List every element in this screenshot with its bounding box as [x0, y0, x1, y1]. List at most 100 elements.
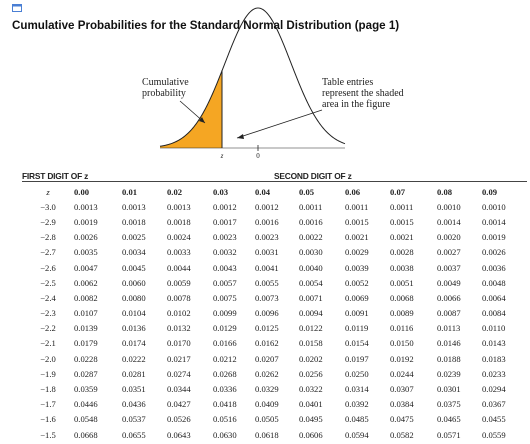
probability-cell: 0.0023 [255, 232, 279, 243]
z-value: −2.3 [40, 308, 56, 319]
probability-cell: 0.0559 [482, 429, 506, 440]
column-header: 0.07 [390, 186, 406, 197]
probability-cell: 0.0013 [74, 201, 98, 212]
left-caption-line-1: Cumulative [142, 77, 189, 88]
probability-cell: 0.0418 [213, 399, 237, 410]
probability-cell: 0.0582 [390, 429, 414, 440]
probability-cell: 0.0174 [122, 338, 146, 349]
probability-cell: 0.0044 [167, 262, 191, 273]
normal-distribution-figure: z 0 [159, 7, 346, 160]
probability-cell: 0.0281 [122, 368, 146, 379]
window-icon[interactable] [12, 4, 22, 12]
probability-cell: 0.0217 [167, 353, 191, 364]
probability-cell: 0.0136 [122, 323, 146, 334]
column-header-row: z 0.00 0.01 0.02 0.03 0.04 0.05 0.06 0.07 0.08 0.… [22, 184, 522, 199]
probability-cell: 0.0010 [437, 201, 461, 212]
probability-cell: 0.0314 [345, 384, 369, 395]
probability-cell: 0.0119 [345, 323, 369, 334]
probability-cell: 0.0036 [482, 262, 506, 273]
probability-cell: 0.0016 [299, 216, 323, 227]
probability-cell: 0.0023 [213, 232, 237, 243]
z-value: −2.4 [40, 292, 56, 303]
column-header: 0.02 [167, 186, 183, 197]
z-value: −1.6 [40, 414, 56, 425]
probability-cell: 0.0040 [299, 262, 323, 273]
column-header: 0.05 [299, 186, 315, 197]
probability-cell: 0.0548 [74, 414, 98, 425]
probability-cell: 0.0202 [299, 353, 323, 364]
probability-cell: 0.0034 [122, 247, 146, 258]
probability-cell: 0.0150 [390, 338, 414, 349]
probability-cell: 0.0344 [167, 384, 191, 395]
probability-cell: 0.0307 [390, 384, 414, 395]
left-caption-line-2: probability [142, 88, 186, 99]
probability-cell: 0.0013 [122, 201, 146, 212]
probability-cell: 0.0113 [437, 323, 461, 334]
probability-cell: 0.0384 [390, 399, 414, 410]
probability-cell: 0.0069 [345, 292, 369, 303]
probability-cell: 0.0630 [213, 429, 237, 440]
right-caption: Table entries represent the shaded area … [322, 77, 404, 110]
probability-cell: 0.0033 [167, 247, 191, 258]
probability-cell: 0.0239 [437, 368, 461, 379]
probability-cell: 0.0367 [482, 399, 506, 410]
shaded-area [160, 70, 222, 148]
probability-cell: 0.0212 [213, 353, 237, 364]
probability-cell: 0.0015 [390, 216, 414, 227]
table-row: −2.8 0.0026 0.0025 0.0024 0.0023 0.0023 0.0022… [22, 230, 522, 245]
probability-cell: 0.0057 [213, 277, 237, 288]
probability-cell: 0.0048 [482, 277, 506, 288]
probability-cell: 0.0233 [482, 368, 506, 379]
z-value: −1.5 [40, 429, 56, 440]
probability-cell: 0.0019 [74, 216, 98, 227]
probability-cell: 0.0014 [437, 216, 461, 227]
probability-cell: 0.0537 [122, 414, 146, 425]
table-row: −2.6 0.0047 0.0045 0.0044 0.0043 0.0041 0.0040… [22, 260, 522, 275]
left-caption-arrowhead [199, 117, 205, 123]
table-row: −2.0 0.0228 0.0222 0.0217 0.0212 0.0207 0.0202… [22, 351, 522, 366]
probability-cell: 0.0060 [122, 277, 146, 288]
probability-cell: 0.0375 [437, 399, 461, 410]
probability-cell: 0.0197 [345, 353, 369, 364]
probability-cell: 0.0071 [299, 292, 323, 303]
probability-cell: 0.0505 [255, 414, 279, 425]
probability-cell: 0.0073 [255, 292, 279, 303]
column-header: 0.03 [213, 186, 229, 197]
probability-cell: 0.0143 [482, 338, 506, 349]
probability-cell: 0.0049 [437, 277, 461, 288]
column-header: 0.04 [255, 186, 271, 197]
table-row: −2.1 0.0179 0.0174 0.0170 0.0166 0.0162 0.0158… [22, 336, 522, 351]
probability-cell: 0.0122 [299, 323, 323, 334]
probability-cell: 0.0018 [122, 216, 146, 227]
probability-cell: 0.0014 [482, 216, 506, 227]
probability-cell: 0.0207 [255, 353, 279, 364]
probability-cell: 0.0082 [74, 292, 98, 303]
table-row: −1.5 0.0668 0.0655 0.0643 0.0630 0.0618 0.0606… [22, 427, 522, 442]
probability-cell: 0.0019 [482, 232, 506, 243]
probability-cell: 0.0052 [345, 277, 369, 288]
probability-cell: 0.0162 [255, 338, 279, 349]
table-row: −1.7 0.0446 0.0436 0.0427 0.0418 0.0409 0.0401… [22, 397, 522, 412]
right-caption-pointer [236, 109, 323, 139]
probability-cell: 0.0039 [345, 262, 369, 273]
probability-cell: 0.0029 [345, 247, 369, 258]
probability-cell: 0.0047 [74, 262, 98, 273]
probability-cell: 0.0125 [255, 323, 279, 334]
probability-cell: 0.0268 [213, 368, 237, 379]
probability-cell: 0.0022 [299, 232, 323, 243]
probability-cell: 0.0059 [167, 277, 191, 288]
probability-cell: 0.0166 [213, 338, 237, 349]
probability-cell: 0.0011 [299, 201, 323, 212]
probability-cell: 0.0094 [299, 308, 323, 319]
probability-cell: 0.0037 [437, 262, 461, 273]
probability-cell: 0.0192 [390, 353, 414, 364]
z-value: −2.0 [40, 353, 56, 364]
probability-cell: 0.0409 [255, 399, 279, 410]
right-caption-arrowhead [237, 134, 244, 139]
probability-cell: 0.0301 [437, 384, 461, 395]
probability-cell: 0.0179 [74, 338, 98, 349]
probability-cell: 0.0436 [122, 399, 146, 410]
probability-cell: 0.0064 [482, 292, 506, 303]
probability-cell: 0.0084 [482, 308, 506, 319]
probability-cell: 0.0154 [345, 338, 369, 349]
